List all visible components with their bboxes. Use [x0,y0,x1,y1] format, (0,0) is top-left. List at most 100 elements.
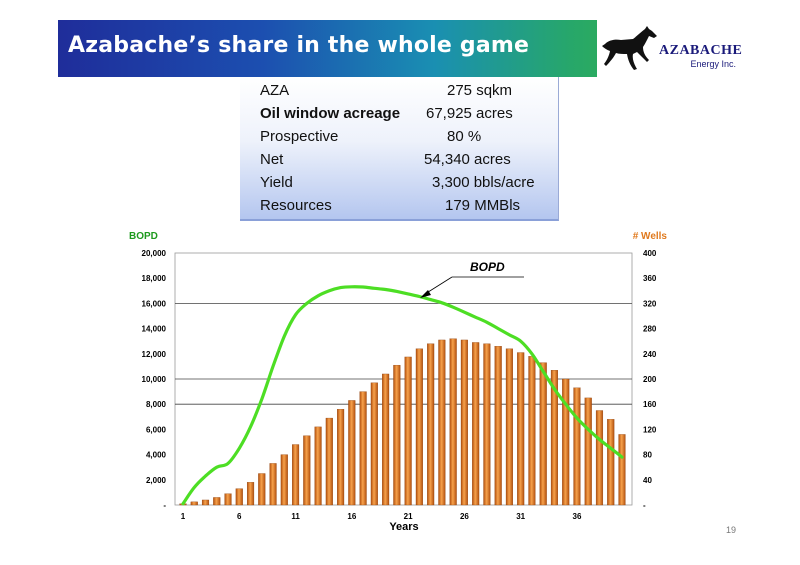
x-axis-tick: 21 [404,512,413,521]
wells-bar [258,473,266,506]
right-axis-tick: 80 [643,451,652,460]
info-value: 80 % [447,128,482,145]
wells-bar [584,397,592,506]
wells-bar [494,346,502,506]
production-chart: - 2,000 4,000 6,000 8,000 10,000 12,000 14,000 1… [129,231,668,533]
info-row-net: Net 54,340 acres [260,151,550,173]
wells-bar [460,339,468,506]
wells-bar [438,339,446,506]
info-label: Prospective [260,128,339,145]
wells-bar [303,435,311,506]
left-axis-tick: 14,000 [142,325,167,334]
bopd-line-group [181,285,624,506]
right-axis-tick: 320 [643,299,657,308]
wells-bar [201,499,210,506]
wells-bar [292,444,300,506]
wells-bar [472,342,480,506]
wells-bar [348,400,356,506]
info-value: 67,925 acres [426,105,513,122]
info-row-aza: AZA 275 sqkm [260,82,550,104]
right-axis-tick: 40 [643,476,652,485]
wells-bar [427,343,435,506]
x-axis-tick: 6 [237,512,242,521]
horse-icon [602,26,657,70]
left-axis-tick: 18,000 [142,274,167,283]
wells-bar [573,387,581,506]
x-axis-tick: 26 [460,512,469,521]
wells-bar [528,356,536,506]
left-axis-tick: 8,000 [146,400,167,409]
info-row-resources: Resources 179 MMBls [260,197,550,219]
info-row-prospective: Prospective 80 % [260,128,550,150]
wells-bar [415,348,423,506]
wells-bar [404,356,412,506]
info-row-oil-window: Oil window acreage 67,925 acres [260,105,550,127]
wells-bar [382,373,390,506]
left-axis-tick: 20,000 [142,249,167,258]
wells-bar [269,463,277,506]
wells-bar [224,493,232,506]
wells-bar [325,417,333,506]
wells-bars [179,338,626,506]
x-axis-label: Years [389,521,418,533]
left-axis-tick: - [163,501,166,510]
info-value: 275 sqkm [447,82,513,99]
slide-title: Azabache’s share in the whole game [68,33,530,58]
right-axis-tick: 120 [643,425,657,434]
wells-bar [393,364,401,506]
wells-bar [337,409,345,506]
right-axis-tick: 360 [643,274,657,283]
left-axis-ticks: - 2,000 4,000 6,000 8,000 10,000 12,000 14,000 1… [142,249,167,510]
wells-bar [246,482,255,506]
info-value: 54,340 acres [424,151,511,168]
acreage-summary-box: AZA 275 sqkm Oil window acreage 67,925 a… [240,77,559,221]
wells-bar [370,382,378,506]
callout-label: BOPD [470,260,505,274]
right-axis-ticks: - 40 80 120 160 200 240 280 320 360 400 [643,249,657,510]
x-axis-tick: 11 [291,512,300,521]
bopd-callout: BOPD [420,260,524,298]
right-axis-tick: 200 [643,375,657,384]
left-axis-label: BOPD [129,231,158,242]
left-axis-tick: 6,000 [146,425,167,434]
wells-bar [517,352,525,506]
wells-bar [190,501,198,506]
info-label: Oil window acreage [260,105,401,122]
right-axis-tick: 160 [643,400,657,409]
wells-bar [595,410,604,506]
x-axis-tick: 36 [573,512,582,521]
x-axis-ticks: 1 6 11 16 21 26 31 36 [181,512,582,521]
right-axis-tick: - [643,501,646,510]
x-axis-tick: 31 [516,512,525,521]
logo-subtitle: Energy Inc. [690,59,736,69]
info-row-yield: Yield 3,300 bbls/acre [260,174,550,196]
bopd-line [181,285,624,506]
x-axis-tick: 1 [181,512,186,521]
info-label: Yield [260,174,293,191]
wells-bar [449,338,457,506]
wells-bar [539,362,547,506]
x-axis-tick: 16 [347,512,356,521]
wells-bar [562,378,570,506]
left-axis-tick: 2,000 [146,476,167,485]
left-axis-tick: 16,000 [142,299,167,308]
wells-bar [314,426,322,506]
right-axis-tick: 280 [643,325,657,334]
info-value: 179 MMBls [445,197,521,214]
left-axis-tick: 4,000 [146,451,167,460]
title-banner: Azabache’s share in the whole game AZABA… [58,20,742,77]
wells-bar [483,343,491,506]
wells-bar [213,497,221,506]
wells-bar [618,434,626,506]
wells-bar [550,370,558,506]
info-label: AZA [260,82,290,99]
left-axis-tick: 12,000 [142,350,167,359]
callout-arrow-line [424,276,453,295]
left-axis-tick: 10,000 [142,375,167,384]
info-value: 3,300 bbls/acre [432,174,535,191]
wells-bar [280,454,288,506]
wells-bar [235,488,243,506]
right-axis-label: # Wells [633,231,668,242]
wells-bar [505,348,513,506]
right-axis-tick: 400 [643,249,657,258]
